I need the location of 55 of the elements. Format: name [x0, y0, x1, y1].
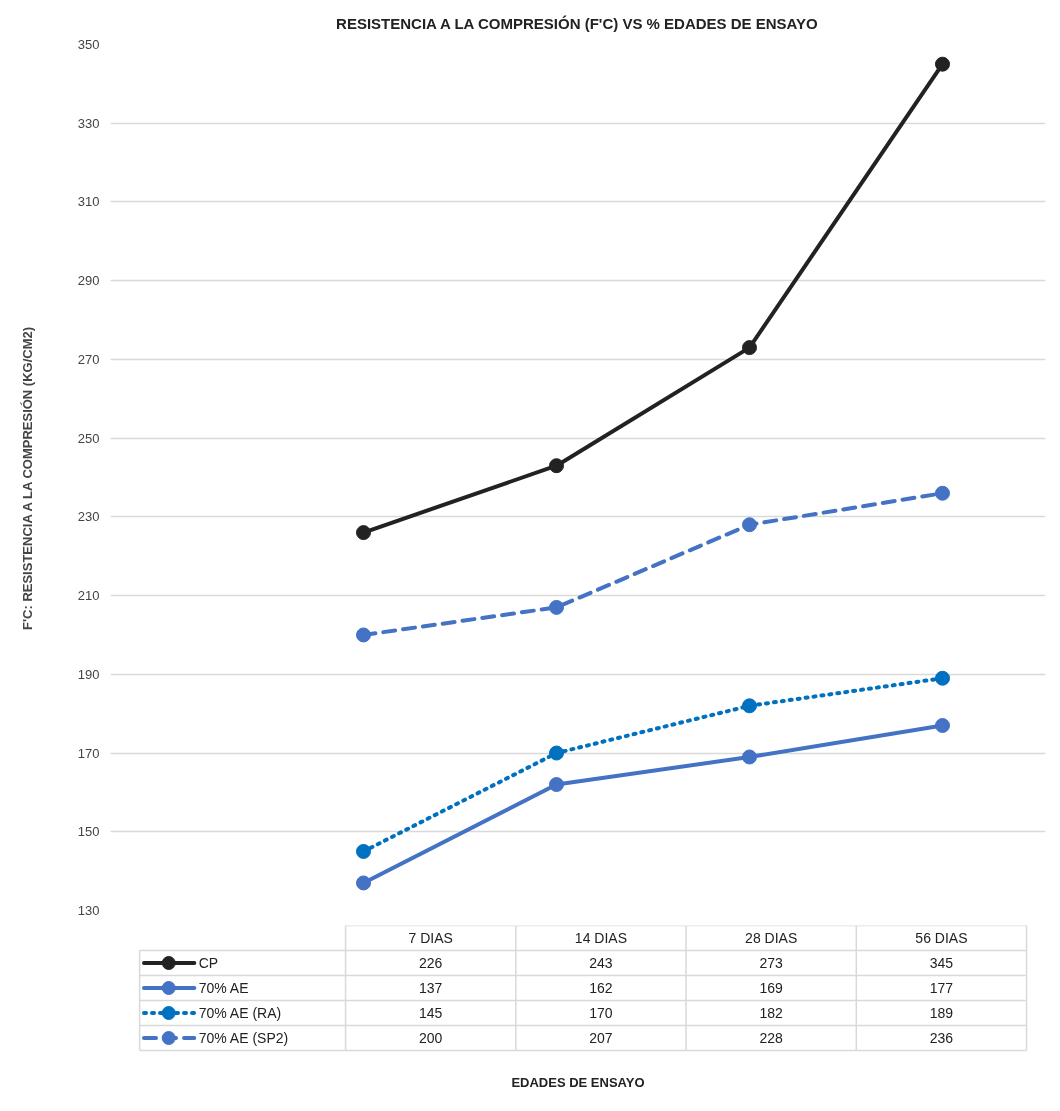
y-tick-label: 230: [77, 509, 100, 525]
x-tick-label: 56 DIAS: [915, 930, 968, 946]
y-axis-title: F'C: RESISTENCIA A LA COMPRESIÓN (KG/CM2): [19, 326, 35, 630]
data-label: 228: [759, 1030, 784, 1046]
legend-label: 70% AE (SP2): [198, 1030, 289, 1046]
y-tick-label: 130: [77, 903, 100, 918]
text: EDADES DE ENSAYO: [511, 1074, 645, 1090]
point: [356, 843, 371, 859]
point: [549, 745, 564, 761]
y-tick-label: 170: [77, 745, 100, 761]
x-tick-label: 28 DIAS: [745, 930, 798, 946]
data-label: 169: [759, 980, 784, 996]
data-label: 345: [929, 955, 954, 971]
y-tick-label: 150: [77, 824, 100, 840]
legend-label: CP: [198, 955, 219, 971]
data-label: 170: [589, 1005, 613, 1021]
data-label: 137: [419, 980, 443, 996]
data-label: 200: [419, 1030, 443, 1046]
y-tick-label: 290: [77, 273, 100, 289]
point: [742, 340, 757, 356]
y-tick-label: 270: [77, 351, 100, 367]
point: [549, 777, 564, 793]
data-label: 207: [589, 1030, 613, 1046]
point: [356, 525, 371, 541]
point: [742, 698, 757, 714]
y-tick-label: 350: [77, 37, 100, 52]
chart-title: RESISTENCIA A LA COMPRESIÓN (F'C) VS % EDADES DE ENSAYO: [336, 15, 819, 32]
point: [742, 517, 757, 533]
legend-label: 70% AE: [198, 980, 249, 996]
y-tick-label: 310: [77, 194, 100, 210]
point: [549, 458, 564, 474]
y-tick-label: 250: [77, 430, 100, 446]
y-tick-label: 210: [77, 588, 100, 604]
data-label: 162: [589, 980, 613, 996]
point: [935, 718, 950, 733]
point: [356, 875, 371, 891]
data-label: 189: [929, 1005, 954, 1021]
point: [356, 627, 371, 643]
y-tick-label: 330: [77, 115, 100, 131]
data-label: 177: [929, 980, 954, 996]
point: [935, 56, 950, 72]
data-label: 236: [929, 1030, 954, 1046]
point: [549, 599, 564, 615]
y-tick-label: 190: [77, 666, 100, 682]
data-label: 226: [419, 955, 443, 971]
point: [935, 485, 950, 501]
legend-label: 70% AE (RA): [198, 1005, 282, 1021]
point: [742, 749, 757, 765]
x-tick-label: 7 DIAS: [408, 930, 453, 946]
data-label: 145: [419, 1005, 443, 1021]
data-label: 243: [589, 955, 613, 971]
data-label: 182: [759, 1005, 784, 1021]
x-tick-label: 14 DIAS: [574, 930, 628, 946]
point: [935, 670, 950, 686]
data-label: 273: [759, 955, 784, 971]
